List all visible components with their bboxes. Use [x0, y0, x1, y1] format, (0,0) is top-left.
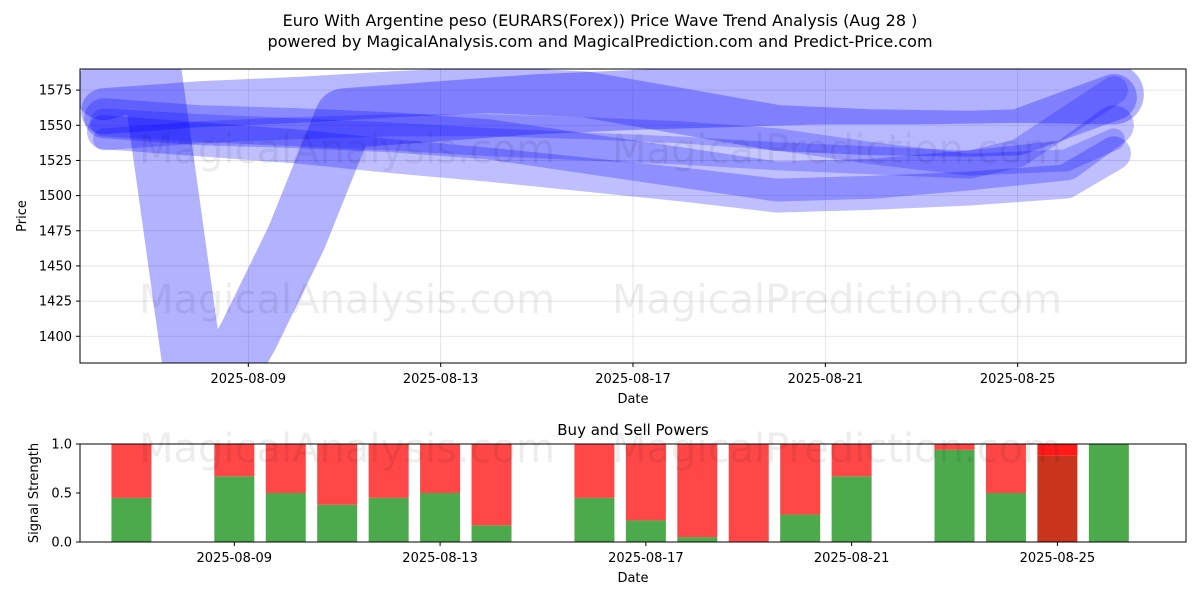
signal-x-tick-label: 2025-08-13: [402, 551, 478, 566]
price-y-tick-label: 1475: [39, 224, 72, 239]
buy-power-bar: [780, 514, 821, 542]
signal-chart: Buy and Sell Powers MagicalAnalysis.com …: [27, 421, 1187, 586]
price-y-tick-label: 1550: [39, 119, 72, 134]
price-grid: [80, 69, 1186, 363]
buy-power-bar: [214, 476, 255, 542]
signal-x-tick-label: 2025-08-09: [197, 551, 273, 566]
watermark-analysis: MagicalAnalysis.com: [139, 127, 555, 173]
sell-power-bar: [420, 444, 461, 493]
buy-power-bar: [368, 497, 409, 542]
sell-power-bar: [934, 444, 975, 450]
watermark-analysis: MagicalAnalysis.com: [139, 277, 555, 323]
sell-power-bar: [111, 444, 152, 498]
sell-power-bar: [1037, 444, 1078, 456]
sell-power-bar: [574, 444, 615, 498]
sell-power-bar: [265, 444, 306, 493]
buy-power-bar: [934, 449, 975, 542]
sell-power-bar: [985, 444, 1026, 493]
price-y-tick-label: 1425: [39, 295, 72, 310]
price-y-tick-label: 1400: [39, 330, 72, 345]
buy-power-bar: [111, 497, 152, 542]
price-wave-band-2: [81, 69, 1137, 157]
watermark-prediction: MagicalPrediction.com: [612, 127, 1062, 173]
buy-power-bar: [420, 493, 461, 542]
signal-y-axis-label: Signal Strength: [27, 443, 42, 543]
buy-power-bar: [985, 493, 1026, 542]
chart-title-line1: Euro With Argentine peso (EURARS(Forex))…: [283, 11, 918, 30]
price-x-tick-label: 2025-08-09: [211, 372, 287, 387]
watermark-prediction: MagicalPrediction.com: [612, 277, 1062, 323]
signal-y-tick-label: 0.0: [51, 536, 72, 551]
signal-y-tick-label: 1.0: [51, 438, 72, 453]
buy-power-bar: [1088, 444, 1129, 542]
price-chart: MagicalAnalysis.com MagicalPrediction.co…: [15, 68, 1187, 407]
buy-power-bar: [677, 537, 718, 542]
signal-x-axis-label: Date: [617, 571, 648, 586]
sell-power-bar: [677, 444, 718, 538]
sell-power-bar: [214, 444, 255, 477]
price-x-tick-label: 2025-08-13: [403, 372, 479, 387]
price-y-ticks: 1400 1425 1450 1475 1500 1525 1550 1575: [39, 84, 80, 345]
sell-power-bar: [831, 444, 872, 477]
signal-x-tick-label: 2025-08-21: [814, 551, 890, 566]
price-x-tick-label: 2025-08-17: [595, 372, 671, 387]
buy-power-bar: [574, 497, 615, 542]
sell-power-bar: [625, 444, 666, 521]
buy-power-bar: [831, 476, 872, 542]
price-plot-frame: [80, 69, 1186, 363]
buy-power-bar: [471, 525, 512, 542]
signal-x-ticks: 2025-08-09 2025-08-13 2025-08-17 2025-08-21…: [197, 542, 1096, 566]
price-watermarks: MagicalAnalysis.com MagicalPrediction.co…: [139, 127, 1062, 323]
signal-bars-group: [111, 444, 1129, 542]
chart-title-line2: powered by MagicalAnalysis.com and Magic…: [267, 32, 932, 51]
price-y-axis-label: Price: [15, 200, 30, 232]
price-y-tick-label: 1575: [39, 84, 72, 99]
price-x-ticks: 2025-08-09 2025-08-13 2025-08-17 2025-08-21…: [211, 363, 1056, 387]
price-wave-band-4: [87, 115, 1131, 213]
price-x-tick-label: 2025-08-21: [788, 372, 864, 387]
sell-power-bar: [780, 444, 821, 515]
signal-watermarks: MagicalAnalysis.com MagicalPrediction.co…: [139, 426, 1062, 472]
price-wave-band-1: [80, 69, 1144, 363]
buy-power-bar: [625, 520, 666, 542]
buy-power-bar: [265, 493, 306, 542]
sell-power-bar: [471, 444, 512, 526]
signal-y-tick-label: 0.5: [51, 487, 72, 502]
price-wave-band-6: [93, 114, 1125, 176]
buy-power-bar: [1037, 455, 1078, 542]
price-y-tick-label: 1525: [39, 154, 72, 169]
price-wave-band-3: [84, 98, 1134, 202]
price-y-tick-label: 1450: [39, 259, 72, 274]
sell-power-bar: [368, 444, 409, 498]
price-y-tick-label: 1500: [39, 189, 72, 204]
signal-chart-title: Buy and Sell Powers: [557, 421, 709, 439]
price-x-axis-label: Date: [617, 392, 648, 407]
buy-power-bar: [317, 504, 358, 542]
price-series-group: [80, 69, 1144, 363]
watermark-prediction: MagicalPrediction.com: [612, 426, 1062, 472]
signal-x-tick-label: 2025-08-25: [1020, 551, 1096, 566]
signal-x-tick-label: 2025-08-17: [608, 551, 684, 566]
watermark-analysis: MagicalAnalysis.com: [139, 426, 555, 472]
signal-y-ticks: 0.0 0.5 1.0: [51, 438, 80, 551]
price-x-tick-label: 2025-08-25: [980, 372, 1056, 387]
price-wave-band-5: [90, 76, 1128, 179]
sell-power-bar: [317, 444, 358, 505]
sell-power-bar: [728, 444, 769, 542]
